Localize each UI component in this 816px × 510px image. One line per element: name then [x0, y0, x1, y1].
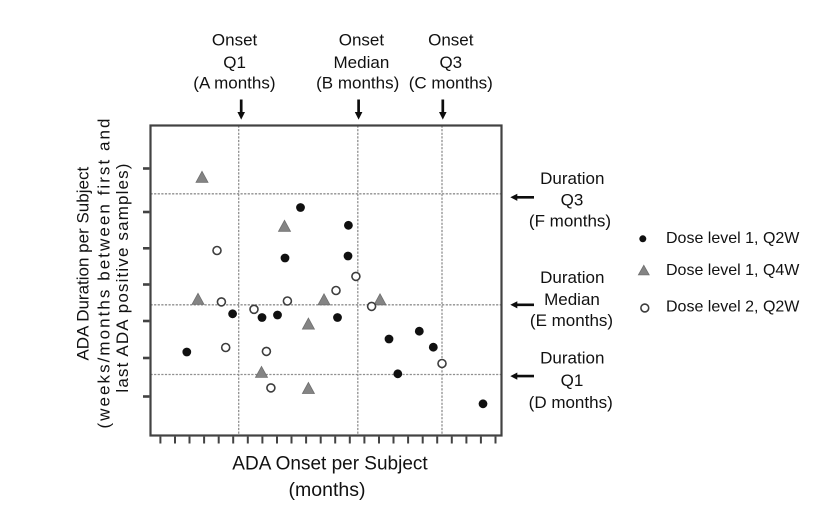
svg-text:Q1: Q1 — [561, 371, 584, 390]
svg-text:(D months): (D months) — [529, 393, 613, 412]
svg-text:ADA Onset per Subject: ADA Onset per Subject — [232, 454, 428, 475]
svg-text:Dose level 1, Q4W: Dose level 1, Q4W — [666, 262, 800, 279]
svg-text:Duration: Duration — [540, 169, 604, 188]
svg-text:Q3: Q3 — [561, 190, 584, 209]
svg-text:Q1: Q1 — [223, 53, 246, 72]
svg-text:Onset: Onset — [212, 31, 258, 50]
svg-text:Onset: Onset — [428, 31, 474, 50]
svg-text:last ADA positive samples): last ADA positive samples) — [113, 162, 132, 392]
svg-text:Median: Median — [544, 290, 600, 309]
svg-text:(A months): (A months) — [193, 73, 275, 92]
svg-text:(B months): (B months) — [316, 73, 399, 92]
svg-text:Dose level 1, Q2W: Dose level 1, Q2W — [666, 230, 800, 247]
svg-text:(months): (months) — [289, 479, 366, 501]
svg-text:Dose level 2, Q2W: Dose level 2, Q2W — [666, 299, 800, 316]
svg-text:(weeks/months between first a: (weeks/months between first and — [95, 116, 114, 428]
svg-text:Onset: Onset — [339, 31, 385, 50]
svg-text:(C months): (C months) — [409, 73, 493, 92]
svg-text:(E months): (E months) — [530, 311, 613, 330]
svg-text:Duration: Duration — [540, 349, 604, 368]
svg-text:Median: Median — [334, 53, 390, 72]
svg-text:ADA Duration per Subject: ADA Duration per Subject — [73, 167, 92, 361]
svg-text:(F months): (F months) — [529, 211, 611, 230]
svg-text:Duration: Duration — [540, 268, 604, 287]
svg-text:Q3: Q3 — [439, 53, 462, 72]
